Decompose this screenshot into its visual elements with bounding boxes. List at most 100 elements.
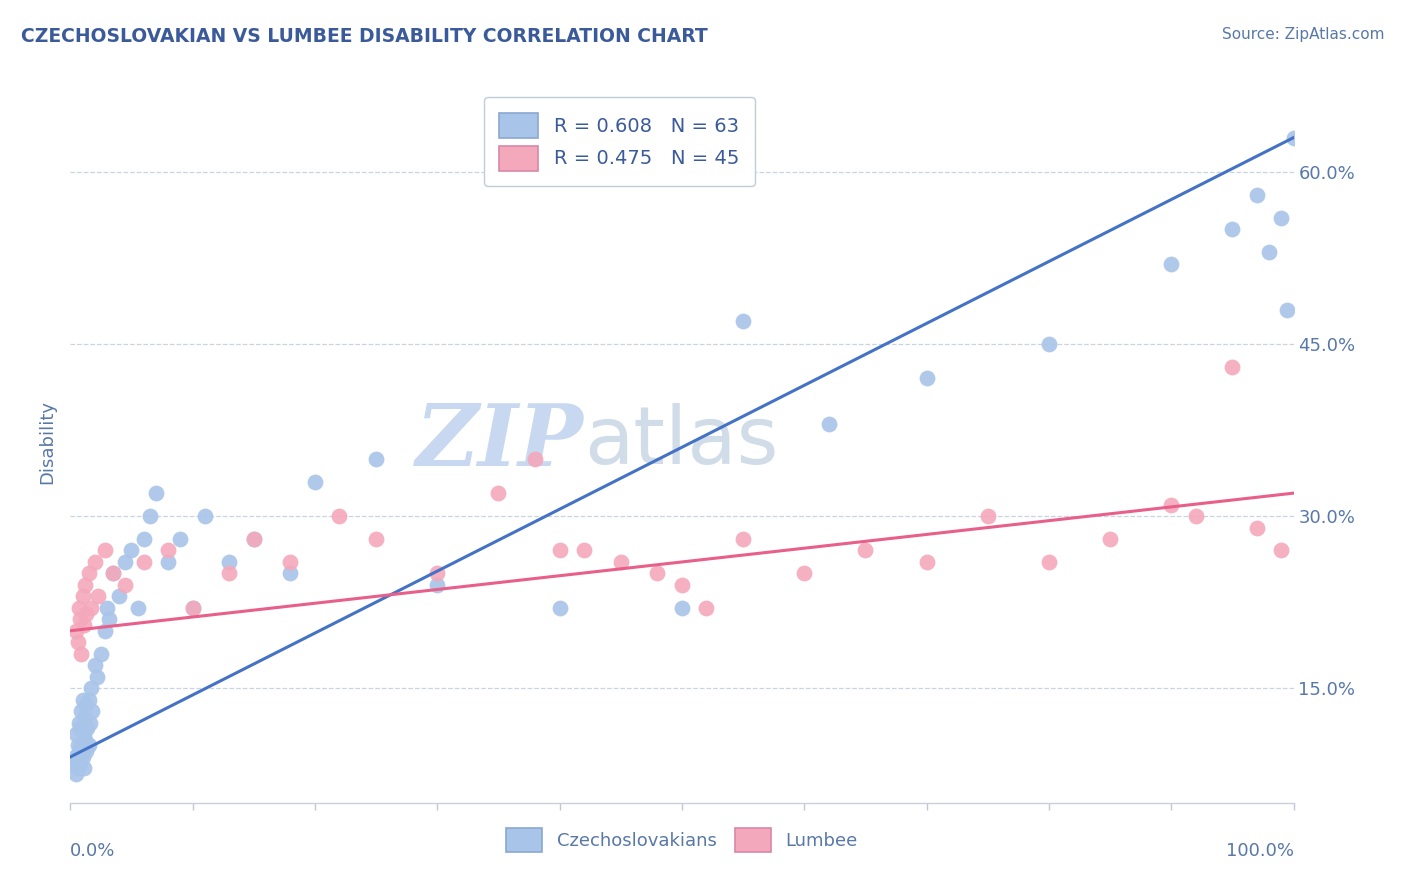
Point — [855, 543, 877, 558]
Point — [524, 451, 547, 466]
Y-axis label: Disability: Disability — [38, 400, 56, 483]
Point — [77, 692, 100, 706]
Point — [73, 710, 96, 724]
Point — [1246, 188, 1268, 202]
Point — [1160, 257, 1182, 271]
Point — [1099, 532, 1122, 546]
Point — [87, 590, 110, 604]
Point — [80, 600, 103, 615]
Point — [194, 509, 217, 524]
Point — [280, 566, 302, 581]
Point — [1038, 555, 1060, 569]
Point — [280, 555, 302, 569]
Point — [218, 555, 240, 569]
Point — [98, 612, 121, 626]
Point — [75, 607, 97, 621]
Point — [181, 600, 204, 615]
Point — [101, 566, 124, 581]
Point — [1270, 543, 1292, 558]
Point — [82, 704, 104, 718]
Point — [83, 555, 105, 569]
Point — [157, 543, 180, 558]
Point — [108, 590, 131, 604]
Point — [73, 732, 96, 747]
Point — [1184, 509, 1206, 524]
Point — [548, 600, 571, 615]
Point — [733, 532, 755, 546]
Point — [139, 509, 162, 524]
Point — [915, 555, 938, 569]
Text: 100.0%: 100.0% — [1226, 842, 1294, 860]
Point — [66, 761, 89, 775]
Point — [63, 750, 86, 764]
Point — [671, 600, 693, 615]
Point — [1258, 245, 1281, 260]
Point — [73, 727, 96, 741]
Point — [90, 647, 112, 661]
Point — [73, 618, 96, 632]
Point — [304, 475, 326, 489]
Text: Source: ZipAtlas.com: Source: ZipAtlas.com — [1222, 27, 1385, 42]
Point — [915, 371, 938, 385]
Point — [72, 590, 94, 604]
Point — [976, 509, 998, 524]
Point — [96, 600, 118, 615]
Point — [83, 658, 105, 673]
Point — [101, 566, 124, 581]
Point — [65, 767, 87, 781]
Point — [1160, 498, 1182, 512]
Point — [80, 681, 103, 695]
Point — [1220, 359, 1243, 374]
Point — [1220, 222, 1243, 236]
Point — [65, 727, 87, 741]
Point — [114, 555, 136, 569]
Point — [121, 543, 143, 558]
Point — [1282, 130, 1305, 145]
Point — [66, 739, 89, 753]
Point — [1246, 520, 1268, 534]
Point — [793, 566, 815, 581]
Point — [93, 624, 115, 638]
Point — [488, 486, 510, 500]
Point — [1270, 211, 1292, 225]
Point — [366, 532, 388, 546]
Point — [75, 744, 97, 758]
Point — [647, 566, 669, 581]
Point — [243, 532, 266, 546]
Text: atlas: atlas — [583, 402, 779, 481]
Point — [77, 566, 100, 581]
Point — [72, 750, 94, 764]
Point — [218, 566, 240, 581]
Point — [72, 692, 94, 706]
Point — [1038, 337, 1060, 351]
Point — [127, 600, 149, 615]
Point — [169, 532, 191, 546]
Point — [93, 543, 115, 558]
Legend: Czechoslovakians, Lumbee: Czechoslovakians, Lumbee — [499, 822, 865, 859]
Point — [73, 578, 96, 592]
Point — [181, 600, 204, 615]
Point — [671, 578, 693, 592]
Point — [145, 486, 167, 500]
Point — [426, 578, 449, 592]
Point — [243, 532, 266, 546]
Point — [132, 532, 155, 546]
Point — [70, 647, 93, 661]
Point — [328, 509, 350, 524]
Point — [75, 698, 97, 713]
Point — [66, 635, 89, 649]
Point — [77, 739, 100, 753]
Point — [572, 543, 595, 558]
Text: 0.0%: 0.0% — [70, 842, 115, 860]
Point — [70, 739, 93, 753]
Point — [65, 624, 87, 638]
Point — [1277, 302, 1299, 317]
Point — [69, 721, 91, 735]
Point — [67, 600, 90, 615]
Point — [67, 744, 90, 758]
Point — [69, 612, 91, 626]
Point — [610, 555, 633, 569]
Point — [132, 555, 155, 569]
Point — [79, 715, 101, 730]
Text: ZIP: ZIP — [416, 400, 583, 483]
